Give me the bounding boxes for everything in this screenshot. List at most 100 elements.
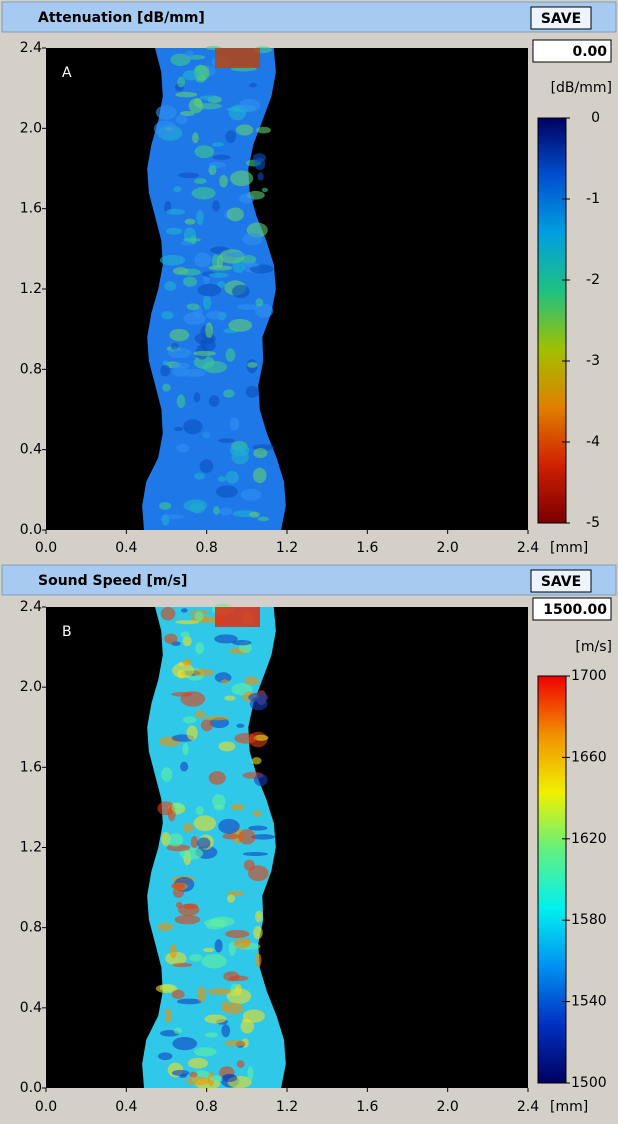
texture [203,716,229,721]
texture [226,894,236,903]
texture [216,485,238,498]
texture [192,668,215,677]
texture [160,364,171,377]
texture [194,1047,217,1057]
texture [172,962,193,968]
texture [223,971,240,982]
texture [224,252,246,258]
texture [214,939,223,953]
colorbar-tick-label: 1660 [571,749,607,765]
save-label[interactable]: SAVE [541,574,581,590]
save-button[interactable] [530,6,592,30]
texture [172,1037,198,1051]
save-button[interactable] [530,569,592,593]
colorbar-tick-label: 1700 [571,668,607,684]
texture [178,172,200,179]
panel-title: Sound Speed [m/s] [38,573,187,589]
texture [176,998,202,1005]
texture [205,311,228,320]
texture [249,82,257,88]
texture [251,757,262,765]
texture [182,70,199,81]
texture [177,903,200,916]
y-tick-label: 2.4 [20,40,42,56]
texture [229,445,250,457]
texture [175,91,198,98]
texture [174,914,201,925]
texture [226,207,244,222]
texture [253,734,269,741]
colorbar-tick-label: -4 [586,434,600,450]
texture [189,1071,198,1078]
texture [179,268,201,276]
texture [254,952,262,967]
panel-letter: A [62,65,72,81]
texture [185,1076,211,1086]
texture [241,254,257,265]
title-bar [1,1,617,33]
y-tick-label: 1.2 [20,840,42,856]
texture [201,953,227,969]
x-tick-label: 1.2 [276,540,298,556]
texture [171,989,185,999]
title-bar [1,564,617,596]
texture [218,438,235,443]
texture [155,984,178,994]
texture [232,640,252,646]
specimen-top [215,48,260,68]
texture [245,385,259,398]
texture [185,50,194,59]
colorbar-tick-label: -3 [586,353,600,369]
texture [167,347,192,359]
texture [171,882,185,890]
texture [257,516,270,522]
colorbar-tick-label: 1620 [571,831,607,847]
texture [230,803,245,811]
y-tick-label: 0.0 [20,522,42,538]
texture [221,1073,238,1083]
texture [225,130,237,144]
texture [199,459,214,473]
y-tick-label: 1.2 [20,281,42,297]
texture [162,514,185,520]
texture [167,833,184,847]
texture [256,126,272,134]
image-area [46,48,528,530]
texture [195,805,204,816]
texture [252,467,267,484]
y-tick-label: 2.0 [20,679,42,695]
texture [247,865,269,882]
value-text: 0.00 [572,44,607,60]
texture [236,1060,245,1068]
texture [153,120,177,137]
texture [219,507,233,516]
texture [200,337,216,352]
texture [249,511,260,518]
texture [165,208,186,215]
save-label[interactable]: SAVE [541,11,581,27]
unit-text: [m/s] [575,639,612,655]
texture [218,818,240,834]
texture [208,272,229,278]
texture [171,1069,190,1077]
texture [253,448,268,459]
texture [175,620,200,625]
texture [196,209,204,226]
colorbar-tick-label: -1 [586,191,600,207]
texture [192,132,199,144]
texture [212,200,220,212]
texture [225,470,239,484]
texture [187,1057,208,1069]
texture [194,611,204,622]
texture [208,771,226,785]
texture [228,319,253,332]
texture [183,368,206,377]
texture [230,170,254,187]
x-unit: [mm] [550,540,588,556]
texture [253,926,263,940]
texture [221,1024,231,1038]
value-text: 1500.00 [543,602,607,618]
x-tick-label: 0.4 [115,540,137,556]
y-tick-label: 0.8 [20,361,42,377]
texture [210,1075,224,1082]
